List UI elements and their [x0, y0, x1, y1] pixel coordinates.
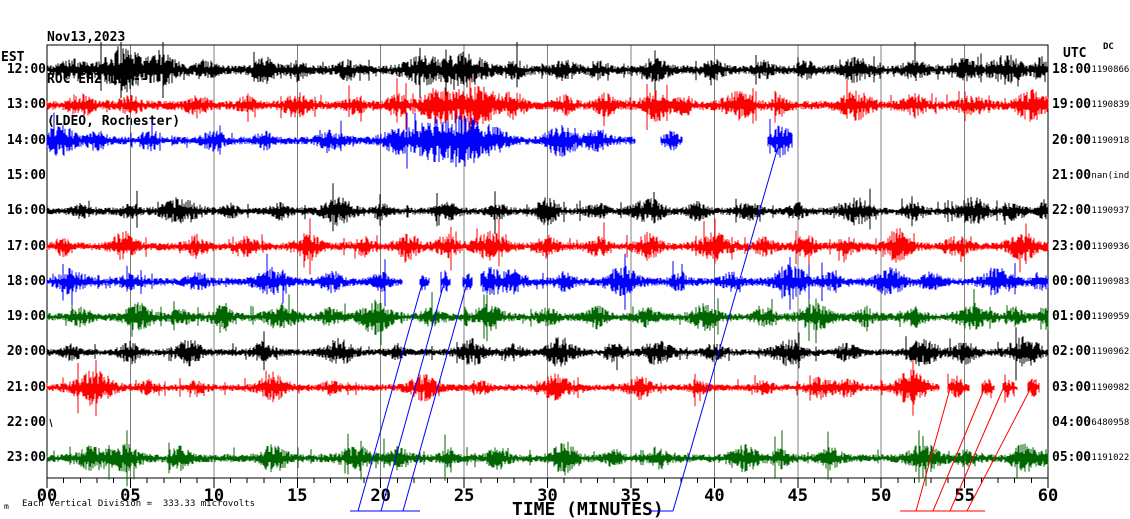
header-date: Nov13,2023 — [47, 30, 126, 45]
trace-2300 — [46, 430, 1049, 487]
trace-1300 — [46, 77, 1049, 134]
utc-hour-label: 19:00 — [1052, 97, 1092, 113]
utc-hour-label: 20:00 — [1052, 132, 1092, 148]
x-tick-label: 15 — [287, 486, 308, 506]
dc-column-label: DC — [1103, 42, 1114, 52]
red-gap-link-line — [915, 384, 952, 512]
trace-1600 — [46, 183, 1049, 234]
est-hour-label: 21:00 — [6, 379, 46, 395]
utc-hour-label: 00:00 — [1052, 273, 1092, 289]
est-hour-label: 17:00 — [6, 238, 46, 254]
trace-1800 — [46, 253, 1049, 310]
dc-value: -1190936 — [1086, 241, 1130, 252]
dc-value: -1190839 — [1086, 100, 1130, 111]
trace-1700 — [46, 218, 1049, 275]
est-hour-label: 12:00 — [6, 62, 46, 77]
dc-value: -1190982 — [1086, 382, 1130, 393]
dc-value: -1190983 — [1086, 276, 1130, 287]
utc-hour-label: 18:00 — [1052, 62, 1092, 77]
dc-value: -1190962 — [1086, 347, 1130, 358]
x-tick-label: 00 — [36, 486, 58, 506]
est-hour-label: 22:00 — [6, 415, 46, 430]
x-tick-label: 55 — [954, 486, 975, 506]
x-tick-label: 05 — [120, 486, 141, 506]
dc-value: -1190866 — [1086, 65, 1130, 75]
dc-value: -1190918 — [1086, 135, 1130, 146]
trace-start-mark — [49, 418, 53, 428]
scale-note: Each Vertical Division = 333.33 microvol… — [22, 499, 255, 509]
red-gap-link-line — [932, 386, 986, 512]
trace-1200 — [46, 42, 1049, 98]
est-hour-label: 23:00 — [6, 450, 46, 466]
utc-hour-label: 04:00 — [1052, 415, 1092, 430]
left-timezone-label: EST — [1, 50, 25, 65]
x-tick-label: 40 — [704, 486, 725, 506]
est-hour-label: 20:00 — [6, 344, 46, 360]
utc-hour-label: 03:00 — [1052, 379, 1092, 395]
right-timezone-label: UTC — [1063, 46, 1087, 61]
utc-hour-label: 21:00 — [1052, 167, 1092, 183]
x-tick-label: 45 — [787, 486, 808, 506]
trace-1900 — [46, 289, 1049, 346]
utc-hour-label: 01:00 — [1052, 309, 1092, 325]
red-gap-link-line — [949, 381, 1007, 512]
est-hour-label: 16:00 — [6, 203, 46, 219]
utc-hour-label: 23:00 — [1052, 238, 1092, 254]
x-tick-label: 60 — [1037, 486, 1059, 506]
blue-gap-link-line — [380, 275, 447, 512]
x-axis-title: TIME (MINUTES) — [512, 499, 664, 519]
blue-gap-link-line — [402, 275, 470, 512]
x-tick-label: 30 — [537, 486, 558, 506]
x-tick-label: 10 — [203, 486, 225, 506]
utc-hour-label: 02:00 — [1052, 344, 1092, 360]
dc-value: -1191022 — [1086, 453, 1130, 464]
utc-hour-label: 05:00 — [1052, 450, 1092, 466]
est-hour-label: 15:00 — [6, 167, 46, 183]
scale-marker: m — [4, 502, 9, 511]
dc-value: -1190937 — [1086, 206, 1130, 217]
dc-value: -6480958 — [1086, 418, 1130, 428]
est-hour-label: 19:00 — [6, 309, 46, 325]
x-tick-label: 20 — [370, 486, 391, 506]
dc-value: -1190959 — [1086, 312, 1130, 323]
x-tick-label: 25 — [453, 486, 475, 506]
trace-2000 — [46, 327, 1049, 381]
est-hour-label: 14:00 — [6, 132, 46, 148]
trace-2100 — [46, 359, 1040, 416]
est-hour-label: 13:00 — [6, 97, 46, 113]
x-tick-label: 35 — [620, 486, 642, 506]
dc-value: -nan(ind — [1086, 170, 1130, 181]
utc-hour-label: 22:00 — [1052, 203, 1092, 219]
x-axis-ticks — [46, 478, 1049, 488]
blue-gap-link-line — [357, 276, 425, 512]
x-tick-label: 50 — [870, 486, 892, 506]
blue-gap-link-line — [672, 132, 783, 512]
header-location: (LDEO, Rochester) — [47, 114, 181, 129]
red-gap-link-line — [966, 379, 1036, 512]
trace-1400 — [46, 112, 793, 169]
est-hour-label: 18:00 — [6, 273, 46, 289]
